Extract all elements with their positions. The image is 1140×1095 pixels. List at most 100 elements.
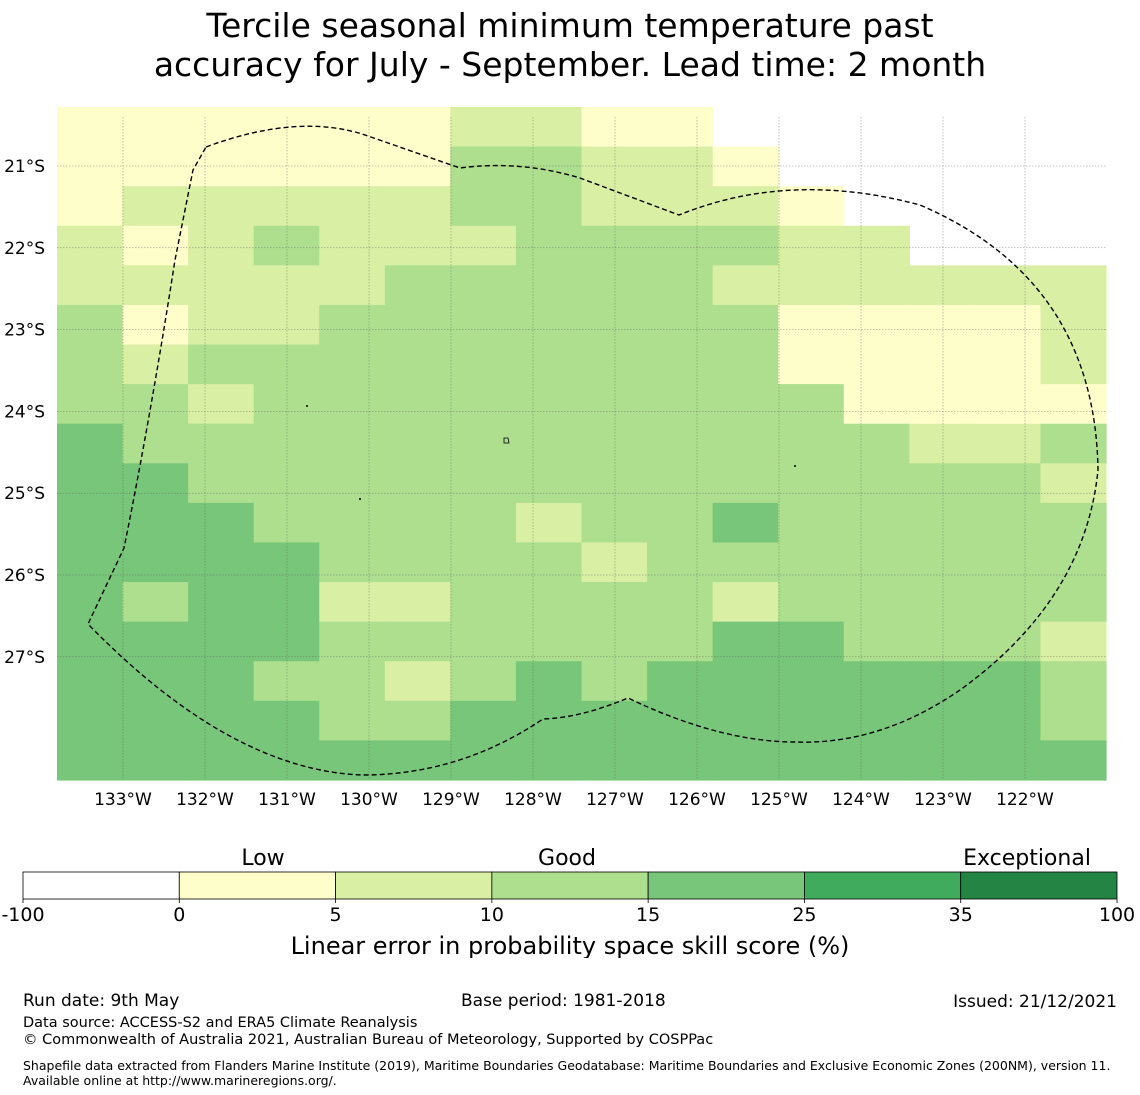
grid-cell (319, 582, 386, 623)
grid-cell (581, 304, 648, 346)
grid-cell (188, 186, 255, 227)
grid-cells (57, 107, 1107, 781)
grid-cell (581, 700, 648, 742)
grid-cell (319, 107, 386, 148)
grid-cell (319, 186, 386, 227)
colorbar-category-label: Exceptional (963, 846, 1091, 871)
grid-cell (188, 463, 255, 504)
grid-cell (450, 265, 517, 306)
grid-cell (384, 740, 451, 781)
grid-cell (188, 700, 255, 742)
grid-cell (1040, 700, 1107, 742)
grid-cell (319, 423, 386, 464)
grid-cell (515, 186, 583, 227)
grid-cell (581, 423, 648, 464)
colorbar-tick-label: 5 (330, 904, 342, 926)
grid-cell (581, 542, 648, 583)
graticule (57, 117, 1106, 780)
issued-date: Issued: 21/12/2021 (953, 992, 1117, 1012)
grid-cell (319, 304, 386, 346)
grid-cell (450, 186, 517, 227)
grid-cell (647, 700, 714, 742)
grid-cell (122, 344, 189, 385)
grid-cell (57, 265, 124, 306)
grid-cell (647, 146, 714, 187)
grid-cell (1040, 621, 1107, 662)
grid-cell (122, 265, 189, 306)
grid-cell (647, 423, 714, 464)
grid-cell (581, 502, 648, 544)
grid-cell (384, 265, 451, 306)
latitude-label: 25°S (4, 484, 45, 504)
grid-cell (57, 463, 124, 504)
colorbar-tick-label: 15 (636, 904, 660, 926)
grid-cell (1040, 661, 1107, 702)
eez-boundary (87, 125, 1099, 776)
grid-cell (647, 582, 714, 623)
grid-cell (122, 146, 189, 187)
longitude-label: 131°W (258, 790, 316, 810)
grid-cell (122, 582, 189, 623)
grid-cell (515, 304, 583, 346)
grid-cell (581, 225, 648, 266)
grid-cell (188, 621, 255, 662)
colorbar-segment (335, 871, 493, 900)
grid-cell (647, 740, 714, 781)
grid-cell (909, 621, 976, 662)
grid-cell (909, 502, 976, 544)
grid-cell (843, 463, 910, 504)
grid-cell (647, 661, 714, 702)
grid-cell (450, 107, 517, 148)
latitude-label: 27°S (4, 648, 45, 668)
grid-cell (57, 384, 124, 425)
grid-cell (778, 265, 845, 306)
skill-score-map: 133°W 132°W 131°W 130°W 129°W 128°W 127°W 126°W… (4, 107, 1107, 810)
latitude-label: 24°S (4, 402, 45, 422)
grid-cell (843, 344, 910, 385)
grid-cell (909, 661, 976, 702)
grid-cell (450, 582, 517, 623)
grid-cell (57, 740, 124, 781)
grid-cell (647, 463, 714, 504)
grid-cell (909, 740, 976, 781)
grid-cell (450, 146, 517, 187)
grid-cell (122, 463, 189, 504)
grid-cell (122, 186, 189, 227)
grid-cell (843, 542, 910, 583)
grid-cell (450, 700, 517, 742)
grid-cell (319, 463, 386, 504)
colorbar-label: Linear error in probability space skill … (291, 932, 850, 958)
grid-cell (515, 700, 583, 742)
grid-cell (319, 542, 386, 583)
grid-cell (1040, 304, 1107, 346)
grid-cell (581, 146, 648, 187)
grid-cell (581, 463, 648, 504)
grid-cell (712, 700, 779, 742)
grid-cell (974, 384, 1042, 425)
grid-cell (843, 265, 910, 306)
grid-cell (712, 661, 779, 702)
grid-cell (122, 423, 189, 464)
grid-cell (122, 502, 189, 544)
grid-cell (122, 661, 189, 702)
grid-cell (450, 542, 517, 583)
grid-cell (188, 502, 255, 544)
grid-cell (122, 542, 189, 583)
grid-cell (515, 542, 583, 583)
grid-cell (974, 304, 1042, 346)
grid-cell (450, 740, 517, 781)
title-line-2: accuracy for July - September. Lead time… (153, 45, 987, 84)
grid-cell (712, 621, 779, 662)
grid-cell (384, 384, 451, 425)
grid-cell (122, 621, 189, 662)
grid-cell (319, 661, 386, 702)
grid-cell (515, 265, 583, 306)
grid-cell (778, 384, 845, 425)
grid-cell (57, 661, 124, 702)
grid-cell (319, 265, 386, 306)
shapefile-credit: Shapefile data extracted from Flanders M… (23, 1058, 1111, 1088)
grid-cell (843, 225, 910, 266)
grid-cell (712, 542, 779, 583)
island-dot (359, 498, 361, 500)
grid-cell (778, 304, 845, 346)
